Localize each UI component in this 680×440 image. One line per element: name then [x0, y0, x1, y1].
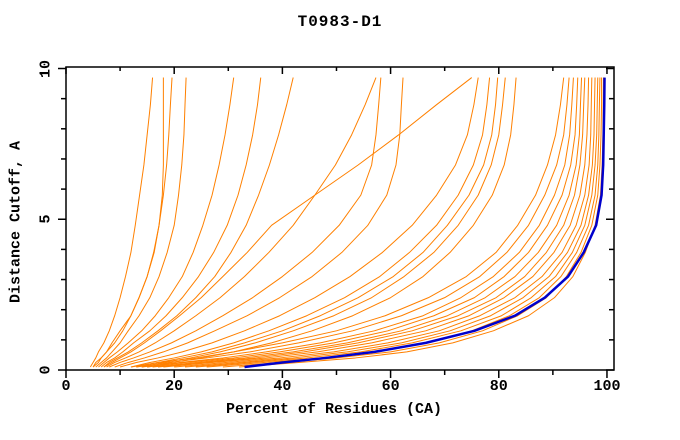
- model-curve: [119, 77, 479, 368]
- x-tick-label: 80: [489, 378, 508, 395]
- model-curve: [184, 77, 596, 368]
- model-curve: [141, 77, 506, 368]
- y-tick-label: 10: [37, 59, 55, 78]
- model-curve: [136, 77, 570, 368]
- y-axis-label: Distance Cutoff, A: [7, 140, 25, 304]
- model-curve: [100, 77, 262, 368]
- model-curve: [89, 77, 154, 368]
- chart-title: T0983-D1: [297, 13, 383, 31]
- x-tick-label: 20: [165, 378, 184, 395]
- x-tick-label: 40: [273, 378, 292, 395]
- model-curve: [114, 77, 404, 368]
- model-curve: [222, 77, 603, 368]
- model-curve: [92, 77, 164, 368]
- model-curve: [106, 77, 377, 368]
- model-curve: [152, 77, 583, 368]
- model-curve: [130, 77, 491, 368]
- x-tick-label: 60: [381, 378, 400, 395]
- model-curve: [98, 77, 235, 368]
- model-curve: [163, 77, 590, 368]
- x-tick-label: 100: [593, 378, 621, 395]
- x-tick-label: 0: [61, 378, 71, 395]
- y-tick-label: 5: [37, 214, 55, 224]
- model-curve: [103, 77, 294, 368]
- plot-frame: [65, 66, 615, 371]
- model-curve: [174, 77, 593, 368]
- model-curve: [95, 77, 187, 368]
- y-tick-label: 0: [37, 365, 55, 375]
- model-curve: [147, 77, 579, 368]
- model-curve: [157, 77, 586, 368]
- model-curve: [195, 77, 599, 368]
- model-curve: [103, 77, 473, 368]
- x-axis-label: Percent of Residues (CA): [225, 401, 443, 418]
- model-curve: [92, 77, 173, 368]
- model-curve: [141, 77, 574, 368]
- model-curve: [109, 77, 382, 368]
- model-curve: [136, 77, 499, 368]
- model-curve: [130, 77, 565, 368]
- best-model-curve: [244, 77, 606, 369]
